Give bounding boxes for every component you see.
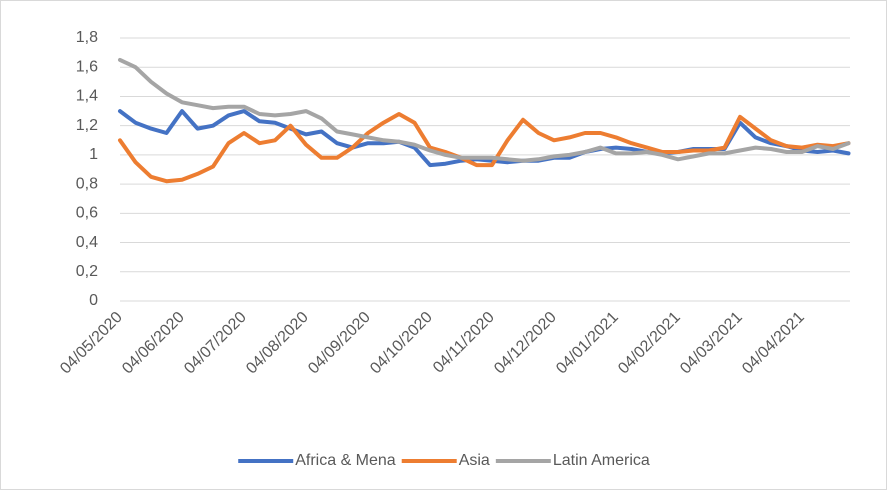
y-tick-label: 0,8 xyxy=(76,175,98,192)
y-tick-label: 0 xyxy=(89,292,98,309)
legend-label: Asia xyxy=(459,452,490,469)
y-tick-label: 1,2 xyxy=(76,117,98,134)
legend-label: Africa & Mena xyxy=(295,452,396,469)
series-line xyxy=(118,57,851,163)
y-tick-label: 0,6 xyxy=(76,205,98,222)
y-tick-label: 0,2 xyxy=(76,263,98,280)
y-tick-label: 1,4 xyxy=(76,88,98,105)
legend-label: Latin America xyxy=(553,452,650,469)
y-tick-label: 1,6 xyxy=(76,58,98,75)
y-tick-label: 1 xyxy=(89,146,98,163)
y-tick-label: 0,4 xyxy=(76,234,98,251)
series-line xyxy=(118,112,851,184)
y-tick-label: 1,8 xyxy=(76,29,98,46)
